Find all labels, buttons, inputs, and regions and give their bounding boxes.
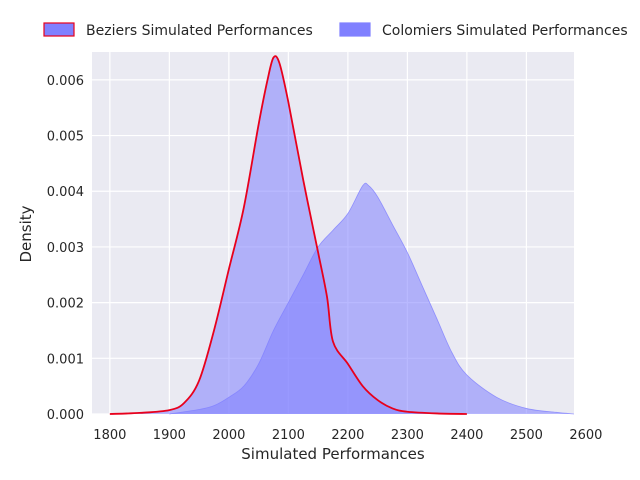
density-areas	[109, 55, 575, 415]
x-tick-label: 2200	[331, 428, 364, 443]
x-tick-label: 2500	[510, 428, 543, 443]
y-tick-labels: 0.000 0.001 0.002 0.003 0.004 0.005 0.006	[47, 74, 84, 423]
x-axis-label: Simulated Performances	[241, 445, 425, 463]
density-fill-0	[109, 56, 467, 415]
x-tick-label: 2000	[212, 428, 245, 443]
y-tick-label: 0.001	[47, 352, 84, 367]
x-tick-label: 2300	[391, 428, 424, 443]
legend: Beziers Simulated Performances Colomiers …	[43, 22, 628, 39]
y-tick-label: 0.004	[47, 185, 84, 200]
x-tick-labels: 1800 1900 2000 2100 2200 2300 2400 2500 2600	[93, 428, 602, 443]
y-tick-label: 0.000	[47, 408, 84, 423]
legend-swatch	[43, 22, 75, 37]
y-tick-label: 0.005	[47, 130, 84, 145]
x-tick-label: 2400	[450, 428, 483, 443]
x-tick-label: 2600	[569, 428, 602, 443]
x-tick-label: 1900	[153, 428, 186, 443]
y-tick-label: 0.003	[47, 241, 84, 256]
y-tick-label: 0.002	[47, 297, 84, 312]
density-line-0	[109, 55, 467, 415]
legend-swatch	[339, 22, 371, 37]
x-tick-label: 2100	[272, 428, 305, 443]
legend-label: Colomiers Simulated Performances	[382, 23, 628, 39]
x-tick-label: 1800	[93, 428, 126, 443]
legend-label: Beziers Simulated Performances	[86, 23, 313, 39]
y-tick-label: 0.006	[47, 74, 84, 89]
y-axis-label: Density	[17, 205, 35, 262]
